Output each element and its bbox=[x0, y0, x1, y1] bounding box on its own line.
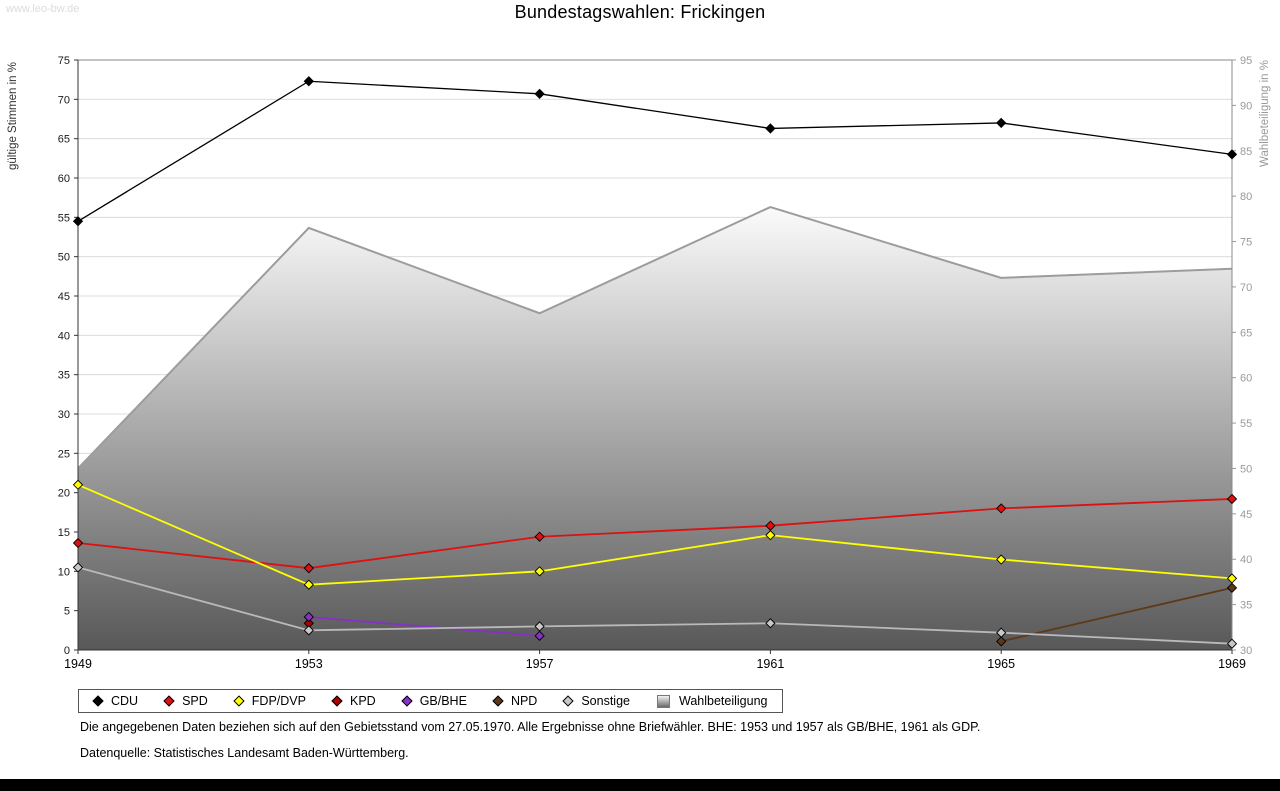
svg-text:15: 15 bbox=[58, 527, 70, 539]
series-wahlbeteiligung-area bbox=[77, 205, 1233, 651]
svg-text:80: 80 bbox=[1240, 191, 1252, 203]
legend-label: NPD bbox=[510, 694, 538, 708]
legend-diamond-swatch-icon bbox=[92, 695, 104, 707]
legend-square-swatch-icon bbox=[657, 694, 670, 708]
series-spd bbox=[72, 493, 1238, 574]
legend-item-kpd: KPD bbox=[331, 694, 376, 708]
legend-item-gb-bhe: GB/BHE bbox=[401, 694, 467, 708]
chart-legend: CDU SPD FDP/DVP KPD GB/BHE NPD Sonstige Wahlbet… bbox=[78, 689, 784, 713]
svg-text:0: 0 bbox=[64, 645, 70, 657]
legend-diamond-swatch-icon bbox=[562, 695, 575, 707]
svg-text:35: 35 bbox=[1240, 600, 1252, 612]
legend-item-spd: SPD bbox=[163, 694, 208, 708]
series-fdp-dvp bbox=[72, 479, 1238, 590]
footnote-source: Datenquelle: Statistisches Landesamt Bad… bbox=[80, 746, 409, 760]
svg-text:85: 85 bbox=[1240, 146, 1252, 158]
svg-text:65: 65 bbox=[1240, 327, 1252, 339]
y-axis-label-right: Wahlbeteiligung in % bbox=[1259, 60, 1271, 167]
legend-item-wahlbeteiligung: Wahlbeteiligung bbox=[657, 694, 767, 708]
svg-text:20: 20 bbox=[58, 488, 70, 500]
watermark: www.leo-bw.de bbox=[6, 3, 80, 15]
axes: 0 5 10 15 20 25 30 35 40 45 50 55 60 65 70 75 30 35 40 45 50… bbox=[58, 55, 1253, 671]
svg-text:30: 30 bbox=[58, 409, 70, 421]
svg-text:1969: 1969 bbox=[1218, 657, 1246, 671]
svg-text:70: 70 bbox=[58, 94, 70, 106]
svg-text:55: 55 bbox=[1240, 418, 1252, 430]
svg-text:35: 35 bbox=[58, 370, 70, 382]
svg-text:70: 70 bbox=[1240, 282, 1252, 294]
svg-text:40: 40 bbox=[1240, 554, 1252, 566]
legend-item-npd: NPD bbox=[492, 694, 538, 708]
svg-text:95: 95 bbox=[1240, 55, 1252, 67]
legend-label: SPD bbox=[182, 694, 208, 708]
svg-text:25: 25 bbox=[58, 448, 70, 460]
svg-text:1961: 1961 bbox=[756, 657, 784, 671]
svg-text:1949: 1949 bbox=[64, 657, 92, 671]
legend-label: CDU bbox=[111, 694, 139, 708]
svg-text:50: 50 bbox=[1240, 463, 1252, 475]
series-gb-bhe bbox=[303, 611, 545, 641]
legend-diamond-swatch-icon bbox=[401, 695, 413, 707]
svg-text:40: 40 bbox=[58, 330, 70, 342]
legend-diamond-swatch-icon bbox=[331, 695, 343, 707]
legend-item-cdu: CDU bbox=[92, 694, 139, 708]
election-line-chart: 0 5 10 15 20 25 30 35 40 45 50 55 60 65 70 75 30 35 40 45 50… bbox=[7, 55, 1271, 671]
svg-text:1965: 1965 bbox=[987, 657, 1015, 671]
svg-text:60: 60 bbox=[1240, 373, 1252, 385]
y-axis-label-left: gültige Stimmen in % bbox=[7, 62, 19, 170]
page-title: Bundestagswahlen: Frickingen bbox=[514, 2, 766, 22]
svg-text:55: 55 bbox=[58, 212, 70, 224]
svg-text:90: 90 bbox=[1240, 100, 1252, 112]
svg-text:45: 45 bbox=[1240, 509, 1252, 521]
legend-label: Wahlbeteiligung bbox=[679, 694, 768, 708]
legend-diamond-swatch-icon bbox=[163, 695, 175, 707]
svg-text:1957: 1957 bbox=[526, 657, 554, 671]
svg-text:1953: 1953 bbox=[295, 657, 323, 671]
legend-diamond-swatch-icon bbox=[233, 695, 245, 707]
legend-label: FDP/DVP bbox=[251, 694, 306, 708]
legend-label: GB/BHE bbox=[419, 694, 467, 708]
svg-text:75: 75 bbox=[1240, 237, 1252, 249]
svg-text:30: 30 bbox=[1240, 645, 1252, 657]
legend-item-sonstige: Sonstige bbox=[562, 694, 630, 708]
legend-label: Sonstige bbox=[581, 694, 630, 708]
svg-text:5: 5 bbox=[64, 606, 70, 618]
footnote-data-note: Die angegebenen Daten beziehen sich auf … bbox=[80, 720, 981, 734]
series-sonstige bbox=[72, 562, 1238, 649]
legend-item-fdp-dvp: FDP/DVP bbox=[233, 694, 306, 708]
svg-text:60: 60 bbox=[58, 173, 70, 185]
legend-diamond-swatch-icon bbox=[492, 695, 504, 707]
series-npd bbox=[996, 582, 1238, 647]
svg-text:10: 10 bbox=[58, 566, 70, 578]
bottom-border-bar bbox=[0, 779, 1280, 791]
svg-text:75: 75 bbox=[58, 55, 70, 67]
svg-text:65: 65 bbox=[58, 134, 70, 146]
series-cdu bbox=[72, 76, 1238, 227]
svg-text:50: 50 bbox=[58, 252, 70, 264]
svg-text:45: 45 bbox=[58, 291, 70, 303]
legend-label: KPD bbox=[349, 694, 376, 708]
